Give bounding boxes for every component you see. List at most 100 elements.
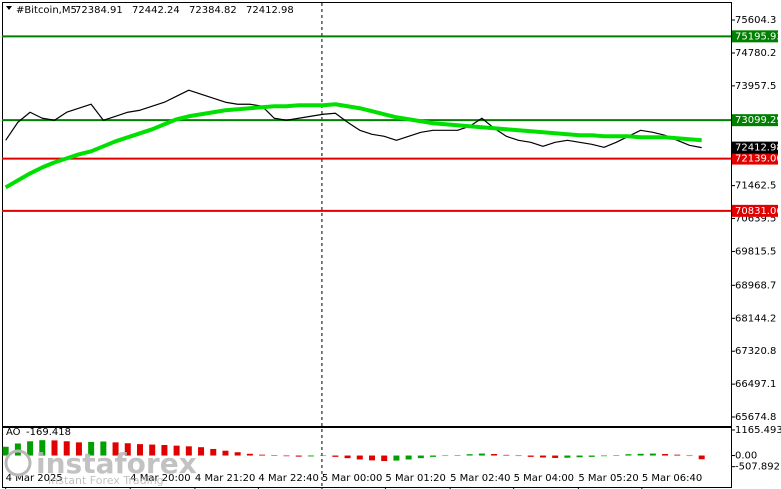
ao-bar	[539, 455, 546, 458]
ao-bar	[466, 454, 473, 456]
ao-bar	[149, 444, 156, 456]
chart-title: #Bitcoin,M5	[16, 5, 77, 16]
ao-bar	[307, 455, 314, 457]
ao-bar	[686, 455, 693, 457]
level-label: 75195.93	[735, 31, 781, 42]
x-tick-label: 4 Mar 2025	[6, 473, 63, 484]
level-label: 72139.00	[735, 154, 781, 165]
ao-bar	[368, 455, 375, 461]
brand: instaforex	[36, 447, 197, 480]
ao-bar	[124, 443, 131, 456]
y-tick-label: 73957.5	[735, 81, 776, 92]
ao-bar	[173, 445, 180, 456]
y-tick-label: 68968.7	[735, 280, 776, 291]
ao-bar	[564, 455, 571, 458]
watermark: instaforex Instant Forex Trading	[4, 447, 197, 487]
ao-bar	[295, 455, 302, 457]
ohlc-value: 72442.24	[132, 5, 180, 16]
ao-bar	[503, 454, 510, 456]
x-tick-label: 5 Mar 02:40	[450, 473, 510, 484]
ao-bar	[51, 440, 58, 456]
level-label-box	[732, 152, 778, 165]
level-label: 73099.29	[735, 115, 781, 126]
x-tick-label: 5 Mar 06:40	[642, 473, 702, 484]
price-label: 72412.98	[735, 143, 781, 154]
y-tick-label: 70639.5	[735, 214, 776, 225]
ao-bar	[417, 455, 424, 459]
ao-bar	[75, 442, 82, 456]
ao-bar	[222, 450, 229, 456]
x-tick-label: 4 Mar 21:20	[195, 473, 255, 484]
y-tick-label: 75604.3	[735, 15, 776, 26]
x-tick-label: 5 Mar 04:00	[514, 473, 574, 484]
ao-bar	[478, 453, 485, 456]
ao-bar	[698, 455, 705, 460]
ao-bar	[613, 455, 620, 456]
x-tick-label: 5 Mar 05:20	[578, 473, 638, 484]
ao-tick-label: 0.00	[735, 451, 757, 462]
ao-bar	[161, 445, 168, 456]
ao-bar	[649, 453, 656, 456]
ao-bar	[393, 455, 400, 461]
ao-bar	[2, 446, 9, 456]
ao-bar	[100, 441, 107, 456]
price-label-box	[732, 141, 778, 154]
y-tick-label: 67320.8	[735, 346, 776, 357]
x-tick-label: 5 Mar 00:00	[322, 473, 382, 484]
ao-bar	[185, 446, 192, 456]
y-tick-label: 66497.1	[735, 379, 776, 390]
ao-bar	[552, 455, 559, 458]
y-tick-label: 74780.2	[735, 48, 776, 59]
ao-bar	[430, 455, 437, 457]
ohlc-value: 72384.82	[189, 5, 237, 16]
ao-bar	[527, 455, 534, 457]
ao-bar	[442, 455, 449, 457]
x-tick-label: 5 Mar 01:20	[385, 473, 445, 484]
ao-bar	[576, 455, 583, 458]
ao-bar	[27, 441, 34, 456]
ao-current: -169.418	[26, 427, 71, 438]
price-line	[5, 89, 702, 149]
ao-bar	[234, 452, 241, 456]
logo	[4, 449, 32, 477]
ao-bar	[332, 455, 339, 457]
moving-average	[4, 102, 702, 190]
ao-name: AO	[6, 427, 21, 438]
ao-bar	[381, 455, 388, 462]
ao-bar	[136, 444, 143, 456]
ao-bar	[405, 455, 412, 460]
level-label-box	[732, 30, 778, 43]
ao-bar	[259, 454, 266, 456]
y-tick-label: 69815.5	[735, 246, 776, 257]
x-tick-label: 4 Mar 20:00	[130, 473, 190, 484]
ao-bar	[625, 454, 632, 456]
ohlc-value: 72384.91	[75, 5, 123, 16]
menu-arrow	[6, 6, 12, 10]
y-tick-label: 71462.5	[735, 181, 776, 192]
ao-bar	[637, 453, 644, 456]
x-tick-label: 4 Mar 22:40	[258, 473, 318, 484]
ao-bar	[588, 455, 595, 457]
level-label: 70831.06	[735, 206, 781, 217]
ao-bar	[344, 455, 351, 459]
ao-bar	[63, 441, 70, 456]
ao-bar	[198, 447, 205, 456]
level-label-box	[732, 204, 778, 217]
ao-bar	[271, 455, 278, 456]
ohlc-value: 72412.98	[246, 5, 294, 16]
main-panel	[2, 2, 732, 427]
ao-bar	[515, 455, 522, 457]
ao-bar	[283, 455, 290, 457]
y-tick-label: 68144.2	[735, 313, 776, 324]
ao-bar	[246, 453, 253, 456]
ao-bar	[674, 454, 681, 456]
ao-bar	[454, 455, 461, 456]
ao-bar	[662, 454, 669, 456]
ao-tick-label: 1165.493	[735, 425, 781, 436]
plot-layer: 75604.3 74780.2 73957.5 71462.5 70639.5 69815…	[2, 3, 781, 489]
ao-bar	[356, 455, 363, 460]
y-tick-label: 65674.8	[735, 412, 776, 423]
level-label-box	[732, 114, 778, 127]
